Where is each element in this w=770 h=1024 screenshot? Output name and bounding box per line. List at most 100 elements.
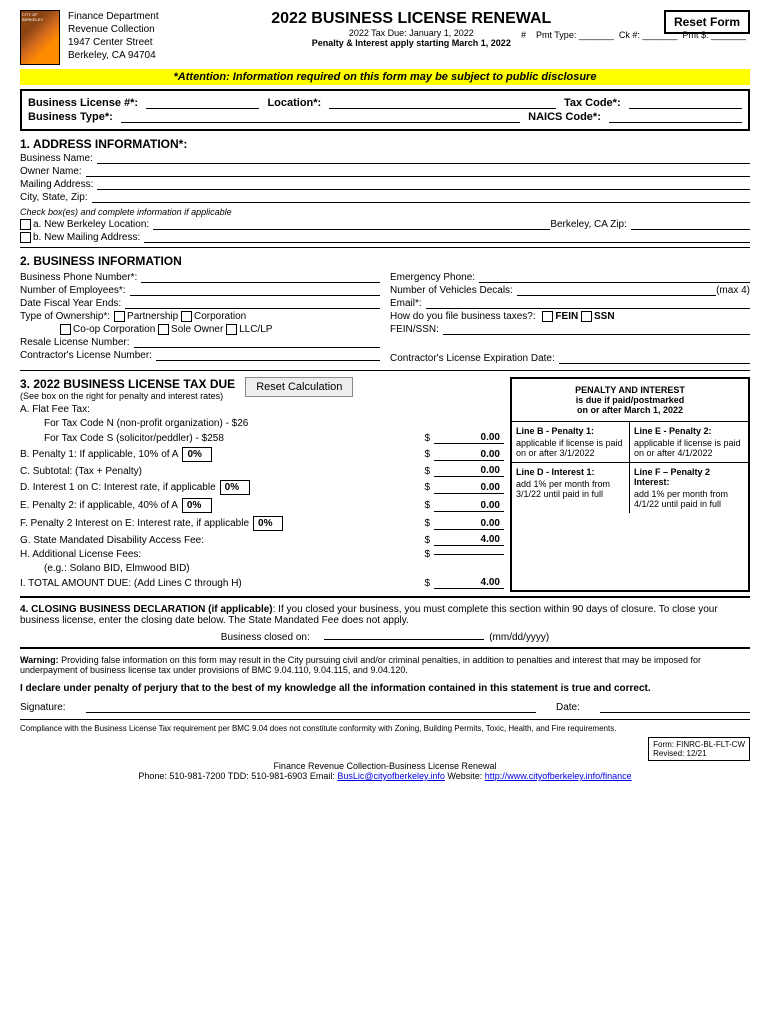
penalty-header1: PENALTY AND INTEREST <box>516 385 744 395</box>
checkbox-sole[interactable] <box>158 324 169 335</box>
val-e[interactable]: 0.00 <box>434 500 504 512</box>
closed-date-input[interactable] <box>324 639 484 640</box>
val-a[interactable]: 0.00 <box>434 432 504 444</box>
warning-label: Warning: <box>20 655 59 665</box>
checkbox-ssn[interactable] <box>581 311 592 322</box>
new-loc-zip-input[interactable] <box>631 229 750 230</box>
compliance-note: Compliance with the Business License Tax… <box>20 724 750 733</box>
margin-pmt: Pmt $: <box>682 30 708 40</box>
coop-label: Co-op Corporation <box>73 324 155 335</box>
taxcode-input[interactable] <box>629 97 742 109</box>
section3-note: (See box on the right for penalty and in… <box>20 391 235 401</box>
veh-max: (max 4) <box>716 285 750 296</box>
division-name: Revenue Collection <box>68 23 159 36</box>
contexp-input[interactable] <box>559 363 750 364</box>
val-b[interactable]: 0.00 <box>434 449 504 461</box>
fye-label: Date Fiscal Year Ends: <box>20 298 121 309</box>
new-loc-input[interactable] <box>153 229 550 230</box>
pct-b[interactable]: 0% <box>182 447 212 462</box>
form-id: Form: FINRC-BL-FLT-CW <box>653 740 745 749</box>
footer-email-link[interactable]: BusLic@cityofberkeley.info <box>337 771 445 781</box>
line-h-label: H. Additional License Fees: <box>20 549 420 560</box>
line-f-label: F. Penalty 2 Interest on E: Interest rat… <box>20 518 249 529</box>
ephone-input[interactable] <box>479 282 750 283</box>
signature-label: Signature: <box>20 702 66 713</box>
partnership-label: Partnership <box>127 311 178 322</box>
csz-label: City, State, Zip: <box>20 192 88 203</box>
reset-calculation-button[interactable]: Reset Calculation <box>245 377 353 397</box>
checkbox-corp[interactable] <box>181 311 192 322</box>
checkbox-new-mailing[interactable] <box>20 232 31 243</box>
val-d[interactable]: 0.00 <box>434 482 504 494</box>
ssn-label: SSN <box>594 311 615 322</box>
penalty-header2: is due if paid/postmarked <box>516 395 744 405</box>
val-c[interactable]: 0.00 <box>434 465 504 477</box>
pct-d[interactable]: 0% <box>220 480 250 495</box>
dept-name: Finance Department <box>68 10 159 23</box>
attention-banner: *Attention: Information required on this… <box>20 69 750 85</box>
margin-notes: # Pmt Type: _______ Ck #: _______ Pmt $:… <box>521 30 746 40</box>
new-mail-input[interactable] <box>144 242 750 243</box>
location-label: Location*: <box>267 97 321 109</box>
line-d-label: D. Interest 1 on C: Interest rate, if ap… <box>20 482 216 493</box>
bname-input[interactable] <box>97 163 750 164</box>
oname-input[interactable] <box>86 176 750 177</box>
naics-input[interactable] <box>609 111 742 123</box>
resale-label: Resale License Number: <box>20 337 130 348</box>
feinssn-input[interactable] <box>443 334 750 335</box>
dept-info: Finance Department Revenue Collection 19… <box>68 10 159 62</box>
footer-web-link[interactable]: http://www.cityofberkeley.info/finance <box>485 771 632 781</box>
line-a-label: A. Flat Fee Tax: <box>20 404 504 415</box>
closed-datefmt: (mm/dd/yyyy) <box>489 632 549 643</box>
form-rev: Revised: 12/21 <box>653 749 745 758</box>
emp-label: Number of Employees*: <box>20 285 126 296</box>
line-g-label: G. State Mandated Disability Access Fee: <box>20 535 420 546</box>
street: 1947 Center Street <box>68 36 159 49</box>
btype-input[interactable] <box>121 111 520 123</box>
checkbox-new-location[interactable] <box>20 219 31 230</box>
date-label: Date: <box>556 702 580 713</box>
email-label: Email*: <box>390 298 422 309</box>
corp-label: Corporation <box>194 311 246 322</box>
pct-e[interactable]: 0% <box>182 498 212 513</box>
contexp-label: Contractor's License Expiration Date: <box>390 353 555 364</box>
val-i[interactable]: 4.00 <box>434 577 504 589</box>
signature-input[interactable] <box>86 702 536 713</box>
checkbox-llc[interactable] <box>226 324 237 335</box>
phone-input[interactable] <box>141 282 380 283</box>
checkbox-note: Check box(es) and complete information i… <box>20 207 750 217</box>
pb-f-title: Line F – Penalty 2 Interest: <box>634 467 744 487</box>
val-f[interactable]: 0.00 <box>434 518 504 530</box>
naics-label: NAICS Code*: <box>528 111 601 123</box>
contractor-input[interactable] <box>156 360 380 361</box>
new-loc-suffix: Berkeley, CA Zip: <box>550 219 627 230</box>
ephone-label: Emergency Phone: <box>390 272 475 283</box>
footer-line1: Finance Revenue Collection-Business Lice… <box>20 761 750 771</box>
veh-input[interactable] <box>517 295 716 296</box>
footer-web-label: Website: <box>445 771 485 781</box>
email-input[interactable] <box>426 308 750 309</box>
csz-input[interactable] <box>92 202 750 203</box>
new-loc-label: a. New Berkeley Location: <box>33 219 149 230</box>
mail-input[interactable] <box>97 189 750 190</box>
pb-b-text: applicable if license is paid on or afte… <box>516 438 623 458</box>
license-input[interactable] <box>146 97 259 109</box>
page-title: 2022 BUSINESS LICENSE RENEWAL <box>159 10 664 28</box>
contractor-label: Contractor's License Number: <box>20 350 152 361</box>
checkbox-partnership[interactable] <box>114 311 125 322</box>
pct-f[interactable]: 0% <box>253 516 283 531</box>
val-g[interactable]: 4.00 <box>434 534 504 546</box>
top-fields-box: Business License #*: Location*: Tax Code… <box>20 89 750 131</box>
checkbox-fein[interactable] <box>542 311 553 322</box>
fye-input[interactable] <box>125 308 380 309</box>
line-c-label: C. Subtotal: (Tax + Penalty) <box>20 466 420 477</box>
llc-label: LLC/LP <box>239 324 272 335</box>
resale-input[interactable] <box>134 347 381 348</box>
location-input[interactable] <box>329 97 556 109</box>
val-h[interactable] <box>434 554 504 555</box>
checkbox-coop[interactable] <box>60 324 71 335</box>
taxcode-label: Tax Code*: <box>564 97 621 109</box>
date-input[interactable] <box>600 702 750 713</box>
emp-input[interactable] <box>130 295 380 296</box>
footer: Finance Revenue Collection-Business Lice… <box>20 761 750 781</box>
